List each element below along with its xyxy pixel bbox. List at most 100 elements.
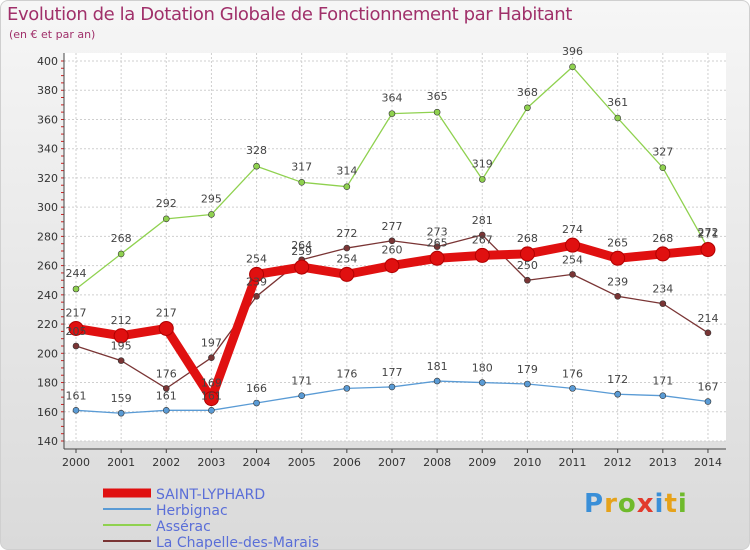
data-point-assenac (478, 176, 486, 183)
data-label-herbignac: 166 (246, 382, 267, 395)
data-point-herbignac (162, 407, 170, 414)
y-tick-label: 180 (37, 377, 58, 390)
data-label-herbignac: 179 (517, 363, 538, 376)
data-label-chapelle: 239 (246, 275, 267, 288)
data-label-chapelle: 239 (607, 275, 628, 288)
data-point-chapelle (117, 357, 125, 364)
x-tick-label: 2008 (423, 456, 451, 469)
data-label-herbignac: 167 (697, 381, 718, 394)
legend-label: La Chapelle-des-Marais (156, 535, 319, 550)
data-point-saint_lyphard (700, 242, 716, 258)
y-tick-label: 220 (37, 318, 58, 331)
data-label-assenac: 295 (201, 192, 222, 205)
data-point-herbignac (253, 399, 260, 407)
data-label-assenac: 268 (111, 232, 132, 245)
data-label-chapelle: 214 (697, 312, 718, 325)
data-point-saint_lyphard (655, 246, 671, 262)
data-label-herbignac: 177 (381, 366, 402, 379)
data-label-saint_lyphard: 169 (201, 377, 222, 390)
data-point-saint_lyphard (294, 259, 310, 275)
x-tick-label: 2003 (197, 456, 225, 469)
x-tick-label: 2005 (288, 456, 316, 469)
data-label-herbignac: 161 (66, 389, 87, 402)
data-point-assenac (343, 183, 351, 190)
data-point-saint_lyphard (158, 320, 174, 336)
x-tick-label: 2012 (604, 456, 632, 469)
x-tick-label: 2004 (243, 456, 271, 469)
data-point-herbignac (704, 398, 712, 405)
data-point-saint_lyphard (519, 246, 535, 262)
data-label-chapelle: 197 (201, 337, 222, 350)
data-label-assenac: 314 (336, 165, 357, 178)
data-point-saint_lyphard (249, 266, 265, 282)
data-point-chapelle (569, 271, 576, 278)
data-point-herbignac (117, 409, 125, 417)
data-label-chapelle: 272 (336, 227, 357, 240)
data-label-herbignac: 181 (427, 360, 448, 373)
data-label-assenac: 244 (66, 267, 87, 280)
data-point-saint_lyphard (610, 250, 626, 266)
data-label-saint_lyphard: 274 (562, 223, 583, 236)
data-label-chapelle: 264 (291, 239, 312, 252)
x-tick-label: 2001 (107, 456, 135, 469)
x-tick-label: 2014 (694, 456, 722, 469)
y-tick-label: 260 (37, 260, 58, 273)
data-point-assenac (253, 162, 260, 170)
data-point-assenac (524, 104, 531, 112)
data-label-assenac: 272 (697, 226, 718, 239)
legend-label: Assérac (156, 519, 211, 535)
data-label-herbignac: 176 (562, 367, 583, 380)
data-point-assenac (72, 285, 80, 293)
x-tick-label: 2002 (152, 456, 180, 469)
data-label-assenac: 368 (517, 86, 538, 99)
x-tick-label: 2011 (559, 456, 587, 469)
data-label-chapelle: 254 (562, 253, 583, 266)
data-label-assenac: 364 (381, 92, 402, 105)
data-label-chapelle: 205 (66, 325, 87, 338)
y-tick-label: 340 (37, 143, 58, 156)
data-label-assenac: 365 (427, 90, 448, 103)
legend-label: Herbignac (156, 503, 228, 519)
chart-subtitle: (en € et par an) (9, 28, 96, 41)
data-point-assenac (117, 250, 125, 258)
data-point-saint_lyphard (429, 250, 445, 266)
x-tick-label: 2006 (333, 456, 361, 469)
data-point-assenac (298, 179, 306, 186)
data-label-chapelle: 250 (517, 259, 538, 272)
data-point-assenac (614, 114, 621, 122)
data-point-assenac (659, 164, 667, 171)
data-label-saint_lyphard: 217 (66, 306, 87, 319)
y-tick-label: 380 (37, 84, 58, 97)
data-point-herbignac (343, 385, 351, 392)
data-label-chapelle: 281 (472, 214, 493, 227)
data-label-herbignac: 171 (291, 375, 312, 388)
y-tick-label: 300 (37, 201, 58, 214)
data-point-assenac (569, 63, 576, 71)
data-point-chapelle (524, 276, 531, 284)
data-point-herbignac (208, 407, 215, 414)
y-tick-label: 200 (37, 347, 58, 360)
y-tick-label: 360 (37, 113, 58, 126)
data-label-saint_lyphard: 260 (381, 244, 402, 257)
data-label-chapelle: 234 (652, 283, 673, 296)
x-tick-label: 2010 (513, 456, 541, 469)
data-label-saint_lyphard: 268 (517, 232, 538, 245)
logo-letter: i (654, 489, 665, 519)
data-point-chapelle (253, 293, 260, 300)
data-point-saint_lyphard (565, 237, 581, 253)
y-tick-label: 400 (37, 55, 58, 68)
data-point-saint_lyphard (339, 266, 355, 282)
data-label-saint_lyphard: 259 (291, 245, 312, 258)
data-label-assenac: 327 (652, 146, 673, 159)
data-label-saint_lyphard: 268 (652, 232, 673, 245)
data-point-saint_lyphard (203, 391, 219, 407)
data-label-saint_lyphard: 271 (697, 228, 718, 241)
data-label-chapelle: 195 (111, 340, 132, 353)
data-point-herbignac (659, 392, 667, 399)
data-label-herbignac: 161 (156, 389, 177, 402)
data-point-assenac (388, 110, 396, 117)
data-point-chapelle (614, 293, 621, 300)
data-label-assenac: 317 (291, 160, 312, 173)
data-point-chapelle (72, 342, 80, 350)
